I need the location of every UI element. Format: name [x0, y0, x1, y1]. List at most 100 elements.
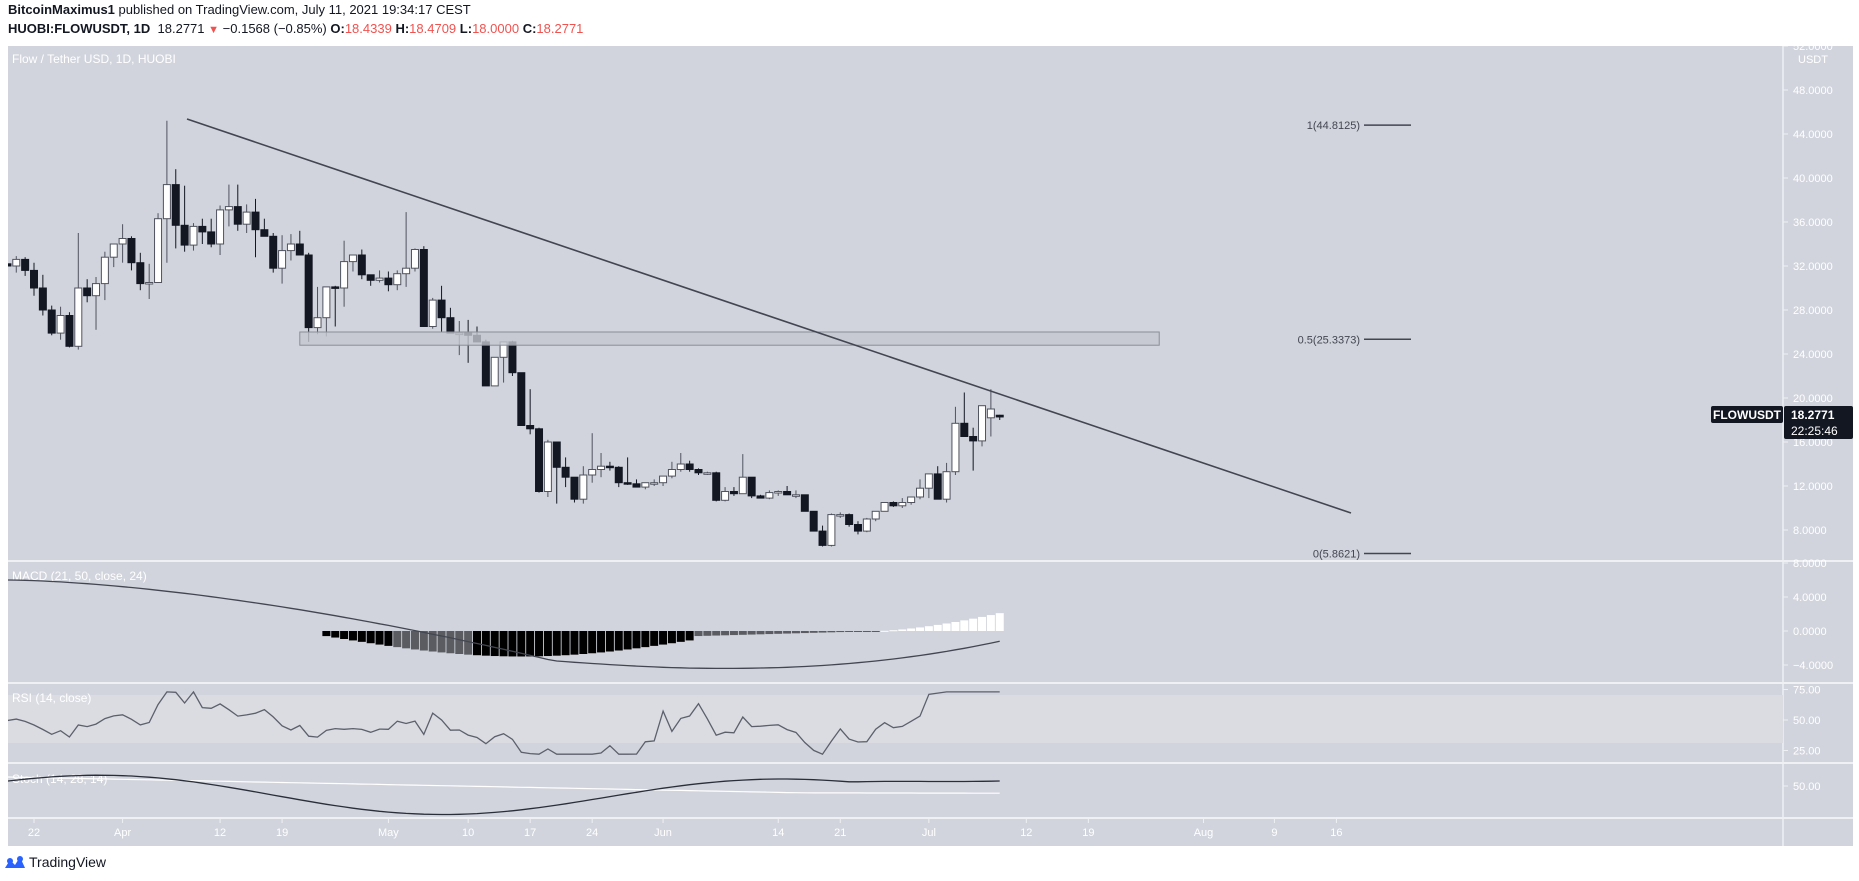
candle-body — [162, 184, 171, 220]
candle-body — [703, 472, 712, 475]
candle-body — [278, 250, 287, 269]
rsi-band — [8, 695, 1783, 743]
candle-body — [800, 494, 809, 512]
candle-body — [526, 425, 535, 430]
candle-body — [304, 254, 313, 329]
candle-body — [348, 254, 357, 263]
time-tick-label: 9 — [1271, 827, 1277, 839]
candle-body — [322, 286, 331, 319]
macd-bar — [481, 631, 490, 656]
price-tick-label: 8.0000 — [1793, 525, 1827, 537]
price-tick-label: 48.0000 — [1793, 85, 1833, 97]
macd-bar — [783, 631, 792, 634]
macd-bar — [774, 631, 783, 634]
candle-body — [729, 491, 738, 495]
candle-body — [38, 287, 47, 311]
price-tick-label: 24.0000 — [1793, 349, 1833, 361]
price-tick-label: 16.0000 — [1793, 437, 1833, 449]
candle-body — [809, 510, 818, 532]
candle-body — [535, 428, 544, 492]
candle-body — [375, 277, 384, 281]
chart-container[interactable]: 52.0000 48.0000 44.0000 40.0000 36.0000 32.00… — [3, 41, 1853, 846]
chart-canvas[interactable]: 52.0000 48.0000 44.0000 40.0000 36.0000 32.00… — [3, 41, 1853, 846]
macd-line — [7, 579, 1000, 670]
price-change: −0.1568 (−0.85%) — [222, 21, 327, 36]
open-value: 18.4339 — [344, 21, 392, 36]
author-name[interactable]: BitcoinMaximus1 — [8, 2, 115, 17]
macd-bar — [871, 631, 880, 632]
macd-bar — [526, 631, 535, 657]
main-pane-title: Flow / Tether USD, 1D, HUOBI — [12, 52, 176, 66]
open-label: O: — [330, 21, 345, 36]
candle-body — [880, 502, 889, 512]
candle-body — [924, 473, 933, 489]
candle-body — [871, 510, 880, 520]
macd-bar — [685, 631, 694, 641]
candle-body — [632, 483, 641, 488]
candle-body — [74, 287, 83, 347]
candle-body — [508, 341, 517, 374]
candle-body — [286, 243, 295, 252]
macd-bar — [667, 631, 676, 644]
low-value: 18.0000 — [472, 21, 520, 36]
candle-body — [109, 243, 118, 258]
last-price: 18.2771 — [157, 21, 205, 36]
candle-body — [207, 231, 216, 245]
candle-body — [154, 218, 163, 283]
candle-body — [667, 469, 676, 477]
macd-pane-title: MACD (21, 50, close, 24) — [12, 569, 147, 583]
price-tag-value: 18.2771 — [1791, 408, 1835, 422]
macd-bar — [579, 631, 588, 655]
time-tick-label: 10 — [462, 827, 474, 839]
macd-bar — [880, 630, 889, 632]
candle-body — [136, 262, 145, 285]
macd-bar — [694, 631, 703, 637]
candle-body — [517, 372, 526, 427]
time-tick-label: 19 — [1082, 827, 1094, 839]
time-tick-label: 19 — [276, 827, 288, 839]
candle-body — [597, 465, 606, 471]
candle-body — [189, 225, 198, 246]
price-tick-label: 40.0000 — [1793, 173, 1833, 185]
candle-body — [419, 249, 428, 327]
time-tick-label: May — [378, 827, 399, 839]
stoch-k-line — [7, 774, 1000, 816]
candle-body — [224, 206, 233, 211]
candle-body — [127, 238, 136, 264]
tradingview-logo[interactable]: TradingView — [4, 854, 106, 870]
time-tick-label: 21 — [834, 827, 846, 839]
published-text: published on TradingView.com, July 11, 2… — [118, 2, 471, 17]
rsi-tick-label: 50.00 — [1793, 715, 1821, 727]
time-tick-label: 24 — [586, 827, 598, 839]
macd-bar — [853, 631, 862, 632]
symbol-tag-label: FLOWUSDT — [1713, 408, 1782, 422]
macd-bar — [614, 631, 623, 651]
candle-body — [791, 494, 800, 497]
macd-bar — [703, 631, 712, 636]
macd-bar — [986, 615, 995, 631]
macd-bar — [384, 631, 393, 646]
candle-body — [765, 492, 774, 499]
macd-bar — [969, 618, 978, 631]
symbol-info-bar: HUOBI:FLOWUSDT, 1D 18.2771 ▼ −0.1568 (−0… — [8, 21, 583, 36]
candle-body — [641, 482, 650, 488]
macd-bar — [729, 631, 738, 636]
symbol-label: HUOBI:FLOWUSDT, 1D — [8, 21, 151, 36]
candle-body — [747, 476, 756, 497]
macd-bar — [650, 631, 659, 646]
candle-body — [995, 414, 1004, 418]
candle-body — [561, 466, 570, 478]
candle-body — [579, 474, 588, 500]
price-tag — [1784, 406, 1853, 439]
candle-body — [623, 482, 632, 485]
candle-body — [951, 422, 960, 473]
candle-body — [978, 405, 987, 442]
macd-bar — [862, 631, 871, 632]
tradingview-logo-icon — [5, 856, 25, 868]
candle-body — [242, 211, 251, 225]
candle-body — [12, 258, 21, 267]
macd-bar — [437, 631, 446, 653]
macd-bar — [791, 631, 800, 634]
candle-body — [410, 249, 419, 269]
candle-body — [393, 273, 402, 286]
